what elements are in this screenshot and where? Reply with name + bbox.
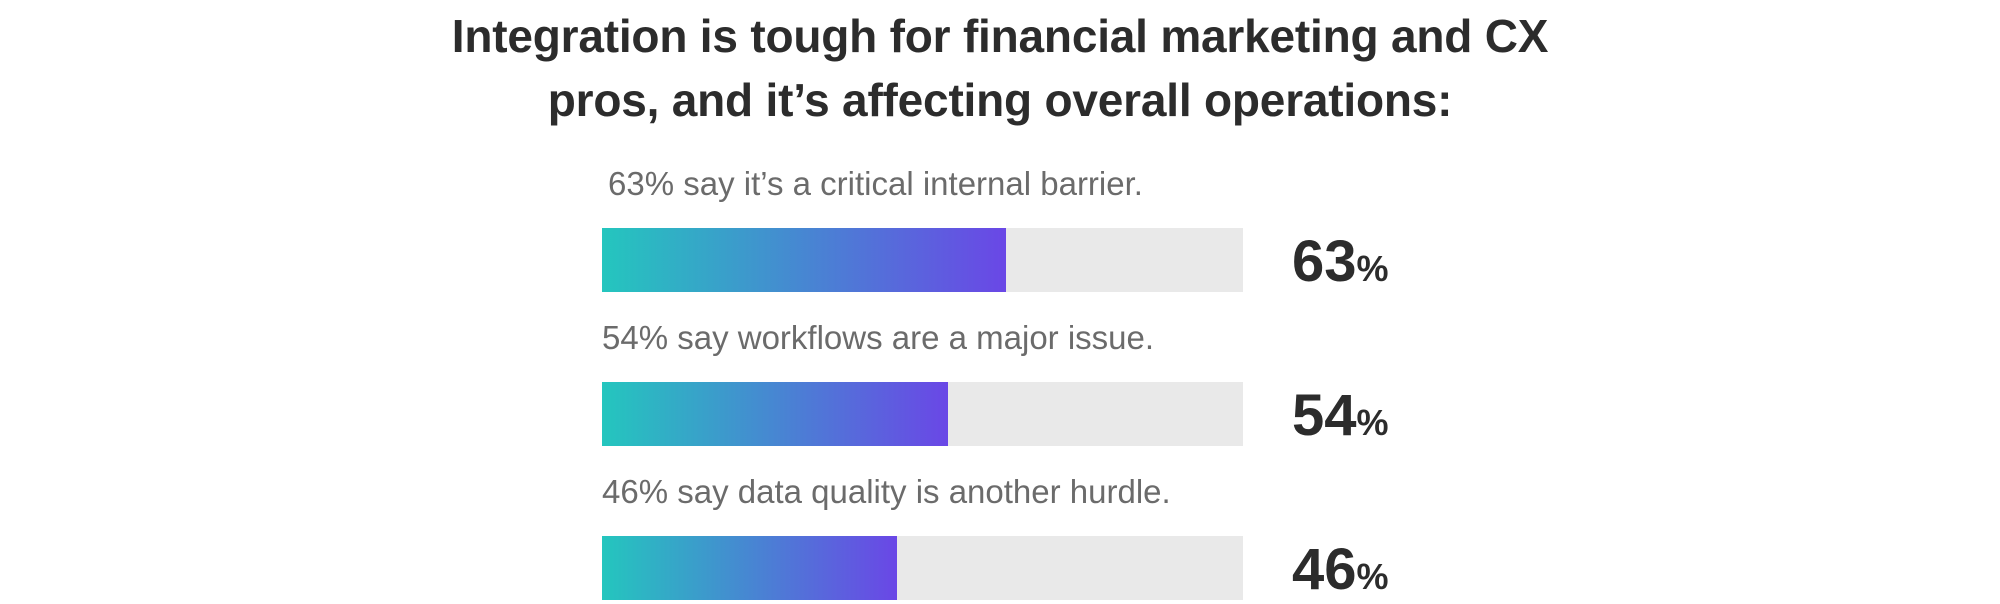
bar-value-unit: % [1356,556,1389,597]
bar-track [602,228,1243,292]
bar-value-label: 63% [1292,230,1389,309]
bar-caption: 54% say workflows are a major issue. [602,319,1155,356]
chart-title-line-2: pros, and it’s affecting overall operati… [547,74,1453,126]
bar-caption: 63% say it’s a critical internal barrier… [608,165,1143,202]
bar-track [602,536,1243,600]
bar-value-label: 46% [1292,538,1389,604]
chart-title-line-1: Integration is tough for financial marke… [451,10,1549,62]
bar-fill [602,536,897,600]
bar-value-number: 63 [1292,229,1357,294]
bar-value-unit: % [1356,402,1389,443]
bar-value-unit: % [1356,248,1389,289]
bar-track [602,382,1243,446]
bar-fill [602,228,1006,292]
chart-title: Integration is tough for financial marke… [0,4,2000,132]
bar-value-number: 54 [1292,383,1357,448]
bar-fill [602,382,949,446]
bar-value-number: 46 [1292,537,1357,602]
bar-value-label: 54% [1292,384,1389,463]
bar-caption: 46% say data quality is another hurdle. [602,473,1171,510]
